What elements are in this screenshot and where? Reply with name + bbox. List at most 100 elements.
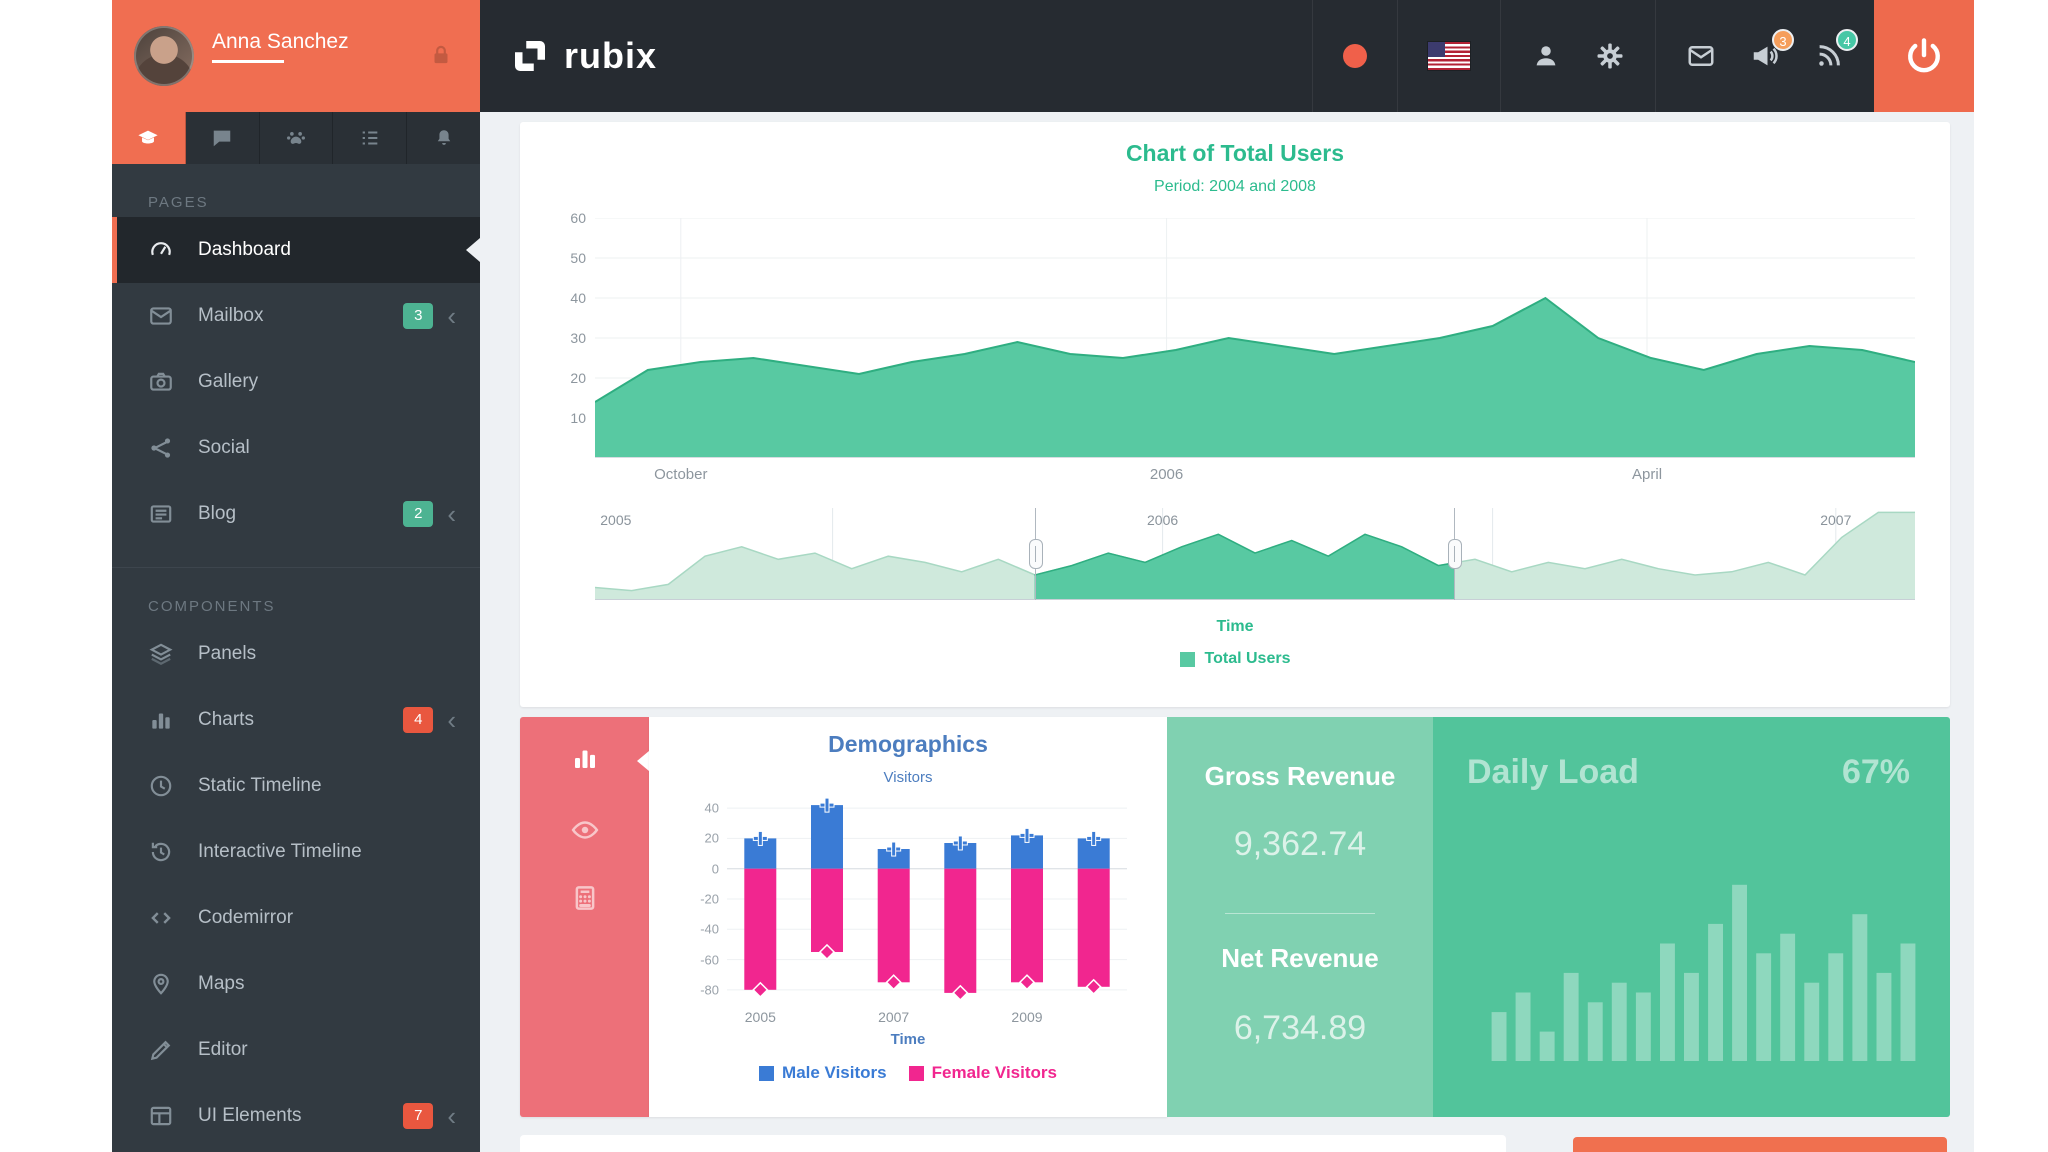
bell-icon[interactable] (407, 112, 480, 164)
net-revenue-value: 6,734.89 (1233, 1009, 1367, 1047)
sidebar-item-ui-elements[interactable]: UI Elements 7 ‹ (112, 1083, 480, 1149)
sidebar-item-panels[interactable]: Panels (112, 621, 480, 687)
main-content: Chart of Total Users Period: 2004 and 20… (480, 112, 1974, 1152)
demographics-panel: Demographics Visitors 40 20 0 -20 -40 -60 -80 … (649, 717, 1167, 1117)
chevron-left-icon: ‹ (447, 705, 456, 735)
list-icon[interactable] (333, 112, 408, 164)
app-window: Anna Sanchez rubix (112, 0, 1974, 1152)
sidebar-item-label: Dashboard (198, 239, 291, 260)
blog-badge: 2 (403, 501, 434, 527)
top-navbar: rubix (480, 0, 1874, 112)
sidebar-item-label: Charts (198, 709, 254, 730)
sidebar-item-mailbox[interactable]: Mailbox 3 ‹ (112, 283, 480, 349)
camera-icon (148, 369, 174, 395)
chart-subtitle: Period: 2004 and 2008 (1154, 178, 1316, 195)
sidebar-item-label: Interactive Timeline (198, 841, 362, 862)
sidebar-item-label: Mailbox (198, 305, 264, 326)
daily-load-panel: Daily Load 67% (1433, 717, 1950, 1117)
brand[interactable]: rubix (510, 0, 657, 112)
logout-button[interactable] (1874, 0, 1974, 112)
share-icon (148, 435, 174, 461)
gear-icon[interactable] (1595, 41, 1625, 71)
user-name-underline (212, 60, 284, 63)
sidebar-quick-icons (112, 112, 480, 164)
layers-icon (148, 641, 174, 667)
legend-item-male: Male Visitors (759, 1063, 887, 1083)
school-icon[interactable] (112, 112, 186, 164)
sidebar-item-editor[interactable]: Editor (112, 1017, 480, 1083)
sidebar-item-label: Blog (198, 503, 237, 524)
sidebar-item-social[interactable]: Social (112, 415, 480, 481)
bar-chart-icon[interactable] (570, 743, 600, 773)
status-dot[interactable] (1343, 44, 1367, 68)
user-name[interactable]: Anna Sanchez (212, 30, 349, 53)
sidebar-item-label: Maps (198, 973, 245, 994)
sidebar-item-codemirror[interactable]: Codemirror (112, 885, 480, 951)
legend-swatch (759, 1065, 775, 1081)
sidebar-item-label: Codemirror (198, 907, 294, 928)
megaphone-icon[interactable]: 3 (1750, 29, 1794, 71)
axis-tick-label: 40 (570, 290, 586, 307)
section-pages: PAGES (148, 194, 209, 211)
time-brush-chart[interactable]: 2005 2006 2007 (595, 508, 1915, 600)
navbar-actions: 3 4 (1312, 0, 1874, 112)
sidebar-item-label: Social (198, 437, 250, 458)
axis-tick-label: -20 (700, 891, 719, 907)
rubix-logo-icon (515, 41, 545, 71)
language-cell (1397, 0, 1500, 112)
divider (1225, 913, 1375, 914)
sidebar-item-interactive-timeline[interactable]: Interactive Timeline (112, 819, 480, 885)
user-panel-header: Anna Sanchez (112, 0, 480, 112)
megaphone-badge: 3 (1772, 29, 1794, 51)
rss-icon[interactable]: 4 (1814, 29, 1858, 71)
lock-icon[interactable] (428, 42, 454, 68)
avatar[interactable] (134, 26, 194, 86)
sidebar-item-label: Static Timeline (198, 775, 322, 796)
pencil-icon (148, 1037, 174, 1063)
axis-tick-label: April (1632, 466, 1663, 483)
sidebar-item-static-timeline[interactable]: Static Timeline (112, 753, 480, 819)
sidebar-item-dashboard[interactable]: Dashboard (112, 217, 480, 283)
axis-tick-label: -60 (700, 952, 719, 968)
ui-elements-badge: 7 (403, 1103, 434, 1129)
legend-swatch (1179, 651, 1195, 667)
brush-handle-right[interactable] (1448, 508, 1463, 600)
legend-item-female: Female Visitors (908, 1063, 1057, 1083)
chevron-left-icon: ‹ (447, 1101, 456, 1131)
legend-label: Female Visitors (931, 1063, 1057, 1082)
x-axis-title: Time (1216, 618, 1254, 635)
sidebar-item-charts[interactable]: Charts 4 ‹ (112, 687, 480, 753)
chat-icon[interactable] (186, 112, 260, 164)
axis-tick-label: 2009 (1011, 1009, 1043, 1025)
sidebar-item-maps[interactable]: Maps (112, 951, 480, 1017)
bottom-orange-button[interactable] (1573, 1137, 1947, 1152)
sidebar-item-label: Editor (198, 1039, 248, 1060)
grip-icon (1028, 539, 1043, 569)
paw-icon[interactable] (260, 112, 334, 164)
gross-revenue-label: Gross Revenue (1204, 761, 1396, 791)
eye-icon[interactable] (570, 815, 600, 845)
axis-tick-label: 20 (570, 370, 586, 387)
calculator-icon[interactable] (570, 883, 600, 913)
axis-tick-label: -80 (700, 982, 719, 998)
sidebar-item-blog[interactable]: Blog 2 ‹ (112, 481, 480, 547)
power-icon (1908, 38, 1940, 73)
sidebar-item-label: Gallery (198, 371, 259, 392)
sidebar-item-label: UI Elements (198, 1105, 302, 1126)
chart-title: Chart of Total Users (1125, 140, 1345, 166)
us-flag-icon[interactable] (1428, 42, 1470, 70)
history-icon (148, 839, 174, 865)
axis-tick-label: -40 (700, 921, 719, 937)
newspaper-icon (148, 501, 174, 527)
legend-label: Total Users (1204, 650, 1291, 667)
status-cell (1312, 0, 1397, 112)
axis-tick-label: 40 (704, 800, 719, 816)
sidebar-item-gallery[interactable]: Gallery (112, 349, 480, 415)
envelope-icon[interactable] (1686, 41, 1716, 71)
brush-handle-left[interactable] (1028, 508, 1043, 600)
daily-load-percent: 67% (1841, 753, 1910, 791)
mailbox-badge: 3 (403, 303, 434, 329)
gross-revenue-value: 9,362.74 (1233, 825, 1367, 863)
user-icon[interactable] (1531, 41, 1561, 71)
